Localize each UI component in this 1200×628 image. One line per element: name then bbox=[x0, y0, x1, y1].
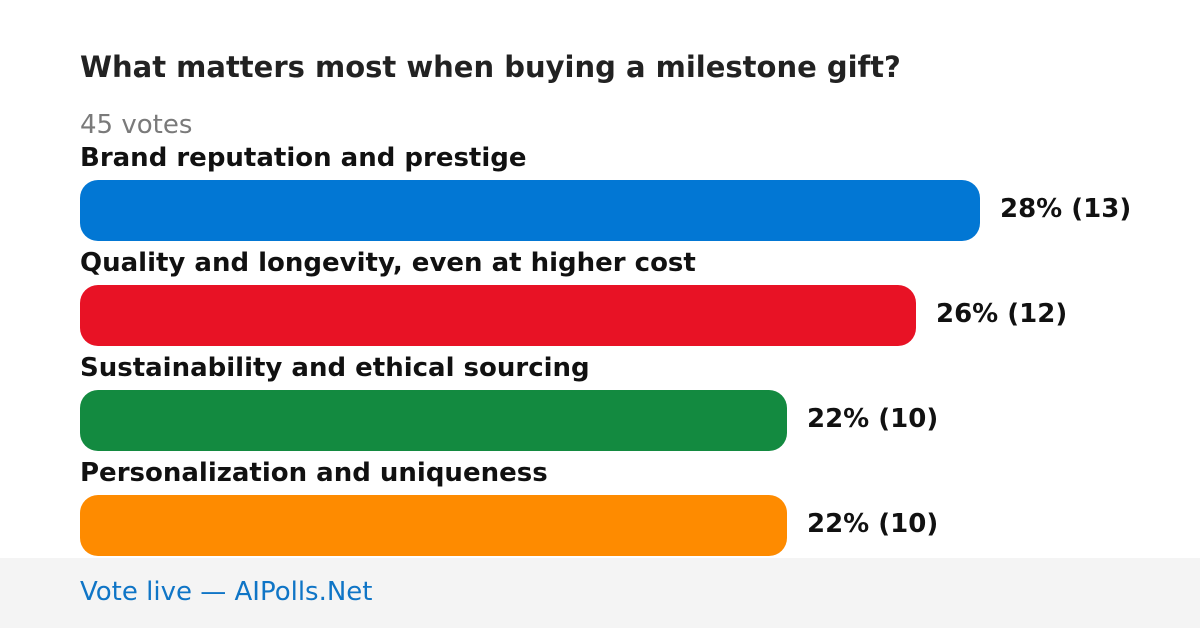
option-label: Personalization and uniqueness bbox=[80, 458, 548, 488]
result-bar bbox=[80, 390, 787, 451]
result-bar bbox=[80, 180, 980, 241]
result-bar bbox=[80, 285, 916, 346]
result-value-label: 22% (10) bbox=[807, 509, 939, 539]
result-value-label: 22% (10) bbox=[807, 404, 939, 434]
option-label: Sustainability and ethical sourcing bbox=[80, 353, 590, 383]
vote-count: 45 votes bbox=[80, 110, 193, 140]
footer-bar: Vote live — AIPolls.Net bbox=[0, 558, 1200, 628]
option-label: Quality and longevity, even at higher co… bbox=[80, 248, 696, 278]
poll-title: What matters most when buying a mileston… bbox=[80, 50, 901, 84]
result-value-label: 28% (13) bbox=[1000, 194, 1132, 224]
option-label: Brand reputation and prestige bbox=[80, 143, 527, 173]
vote-live-link[interactable]: Vote live — AIPolls.Net bbox=[80, 577, 373, 607]
result-bar bbox=[80, 495, 787, 556]
result-value-label: 26% (12) bbox=[936, 299, 1068, 329]
